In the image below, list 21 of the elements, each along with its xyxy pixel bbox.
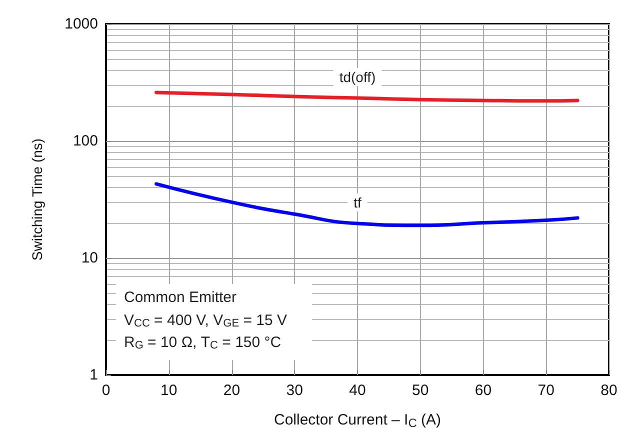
line-series [154, 90, 580, 103]
y-tick-label: 100 [72, 132, 98, 150]
x-tick-label: 0 [102, 382, 110, 399]
x-tick-label: 20 [223, 382, 240, 399]
x-tick-label: 30 [286, 382, 303, 399]
annotation: RG = 10 Ω, TC = 150 °C [124, 334, 282, 352]
x-tick-label: 40 [349, 382, 366, 399]
y-tick-label: 1 [90, 366, 98, 384]
y-axis-title: Switching Time (ns) [29, 138, 45, 261]
x-tick-label: 50 [412, 382, 429, 399]
line-series [154, 182, 580, 228]
series-label: td(off) [339, 69, 376, 86]
annotation: VCC = 400 V, VGE = 15 V [124, 312, 287, 330]
series-label: tf [354, 194, 362, 211]
x-tick-label: 60 [474, 382, 492, 399]
x-tick-label: 80 [600, 382, 618, 399]
y-tick-label: 10 [81, 250, 98, 266]
annotation: Common Emitter [124, 289, 237, 306]
y-tick-label: 1000 [64, 16, 98, 32]
x-tick-label: 70 [538, 382, 554, 399]
x-tick-label: 10 [160, 382, 178, 399]
